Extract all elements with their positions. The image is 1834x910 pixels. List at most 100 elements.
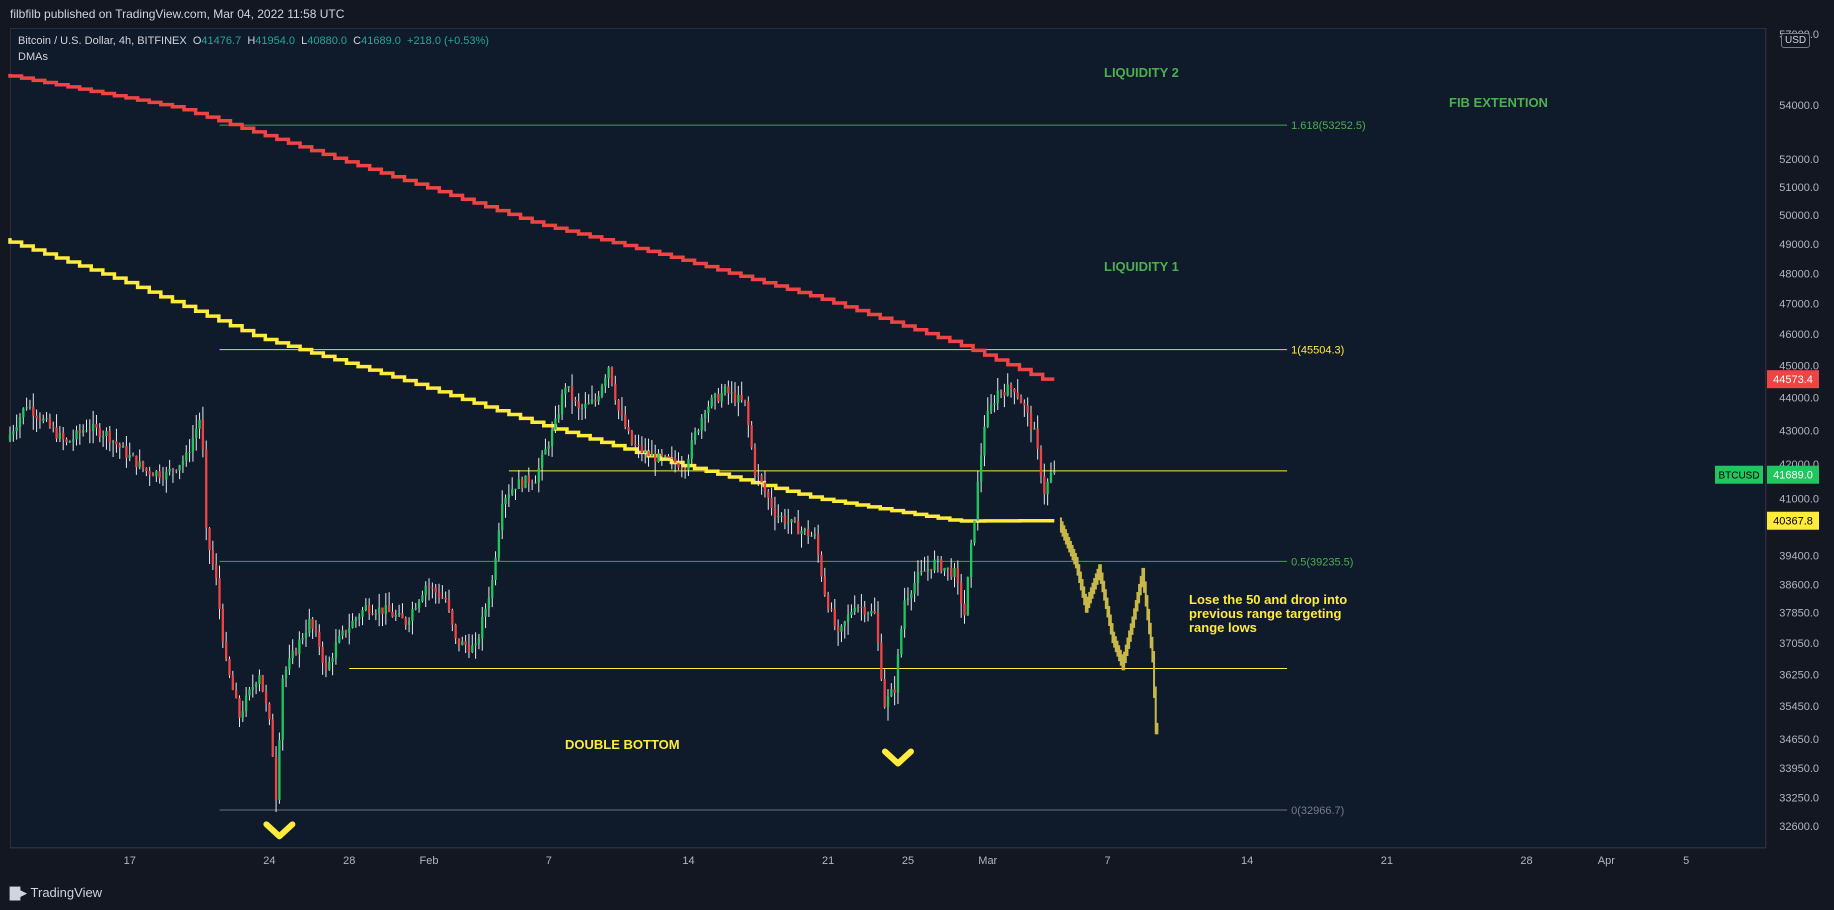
candle-body [1049,472,1053,482]
candle-body [956,568,960,583]
y-tick-label: 48000.0 [1779,268,1819,280]
candle-body [344,630,348,633]
candle-body [374,613,377,615]
candle-body [318,632,321,648]
candle-body [135,455,138,468]
candle-body [55,427,58,439]
candle-body [723,386,727,393]
candle-body [946,567,950,569]
y-tick-label: 43000.0 [1779,426,1819,438]
candlestick-chart[interactable]: 32600.0 33250.0 33950.0 34650.0 35450.0 36250… [0,0,1834,876]
candle-body [797,521,800,534]
candle-body [148,471,151,475]
candle-body [860,606,863,608]
candle-body [354,618,358,621]
candle-body [757,475,760,477]
candle-body [710,397,713,407]
candle-body [28,406,32,408]
candle-body [308,618,311,633]
candle-body [517,479,521,489]
candle-body [444,597,447,600]
candle-body [923,570,926,572]
candle-body [115,441,118,445]
candle-body [98,427,101,438]
candle-body [205,449,208,529]
candle-body [404,618,407,626]
candle-body [544,448,547,455]
candle-body [108,431,111,443]
candle-body [1036,428,1039,449]
candle-body [464,641,467,646]
tradingview-logo[interactable]: ▇▸ TradingView [10,885,102,901]
candle-body [461,641,464,646]
candle-body [504,497,507,505]
candle-body [338,635,341,643]
candle-body [178,465,181,471]
candle-body [397,613,401,615]
candle-body [231,675,234,690]
candle-body [35,415,38,419]
candle-body [447,599,451,611]
candle-body [989,404,993,411]
candle-body [1053,471,1056,473]
x-tick-label: 28 [343,855,355,867]
y-tick-label: 44000.0 [1779,393,1819,405]
candle-body [540,454,544,468]
candle-body [590,399,594,403]
fib-level-label: 0.5(39235.5) [1291,556,1353,568]
chevron-down-icon [263,821,296,840]
candle-body [687,458,690,470]
candle-body [637,444,640,446]
price-label-text: 41689.0 [1773,470,1813,482]
y-tick-label: 49000.0 [1779,239,1819,251]
candle-body [690,440,693,459]
candle-body [58,432,62,439]
y-tick-label: 41000.0 [1779,494,1819,506]
annotation-fib-extension: FIB EXTENTION [1449,95,1548,110]
candle-body [251,687,254,690]
publisher-text: filbfilb published on TradingView.com, M… [10,7,345,21]
candle-body [607,367,610,379]
y-tick-label: 33250.0 [1779,793,1819,805]
fib-level-label: 1(45504.3) [1291,345,1344,357]
candle-body [407,620,411,626]
y-tick-label: 37850.0 [1779,608,1819,620]
candle-body [331,658,334,662]
tradingview-logo-text: TradingView [30,885,103,900]
candle-body [527,475,530,484]
currency-button[interactable]: USD [1781,33,1811,48]
candle-body [820,554,823,577]
candle-body [926,568,930,572]
candle-body [743,399,747,402]
candle-body [936,559,940,561]
price-axis [1766,28,1834,848]
candle-body [983,426,986,456]
candle-body [431,587,434,589]
x-tick-label: Mar [978,855,997,867]
indicator-label[interactable]: DMAs [18,51,48,63]
candle-body [916,572,920,584]
candle-body [597,396,600,402]
candle-body [999,390,1003,393]
candle-body [650,453,654,457]
candle-body [873,610,876,613]
candle-body [856,606,860,608]
candle-body [477,638,481,644]
candle-body [165,471,168,480]
candle-body [427,585,431,588]
candle-body [437,592,441,598]
candle-body [12,431,15,435]
price-label-text: 40367.8 [1773,516,1813,528]
candle-body [943,568,946,572]
x-tick-label: Feb [420,855,439,867]
y-tick-label: 38600.0 [1779,580,1819,592]
candle-body [514,488,517,490]
candle-body [451,610,454,625]
candle-body [670,457,673,459]
candle-body [401,613,404,619]
candle-body [48,418,52,427]
candle-body [720,392,723,402]
x-tick-label: 21 [822,855,834,867]
high-label: H [247,35,256,47]
candle-body [803,529,807,531]
